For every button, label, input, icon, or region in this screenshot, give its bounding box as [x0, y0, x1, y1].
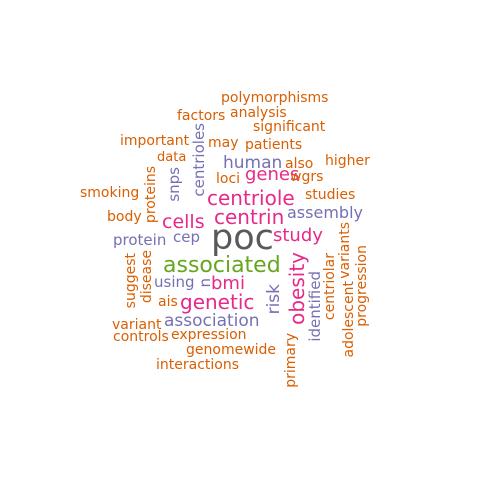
word-bmi: bmi: [211, 273, 245, 294]
word-protein: protein: [113, 231, 167, 249]
word-wgrs: wgrs: [290, 169, 324, 185]
word-body: body: [107, 209, 142, 225]
word-cep: cep: [173, 228, 200, 246]
word-ais: ais: [158, 294, 178, 310]
word-patients: patients: [245, 137, 303, 153]
word-data: data: [157, 150, 187, 165]
word-association: association: [164, 311, 260, 331]
word-centriolar: centriolar: [322, 253, 338, 321]
word-genes: genes: [245, 164, 300, 185]
word-centriole: centriole: [207, 186, 295, 210]
word-studies: studies: [305, 187, 356, 203]
word-assembly: assembly: [287, 203, 363, 222]
word-factors: factors: [177, 108, 226, 124]
word-expression: expression: [171, 327, 247, 343]
word-suggest: suggest: [123, 253, 139, 309]
word-study: study: [273, 225, 323, 246]
word-using: using: [154, 273, 195, 291]
word-obesity: obesity: [285, 252, 309, 325]
word-progression: progression: [354, 245, 370, 327]
word-disease: disease: [139, 250, 155, 304]
word-higher: higher: [325, 153, 370, 169]
word-significant: significant: [253, 119, 326, 135]
word-poc: poc: [211, 218, 274, 258]
word-genetic: genetic: [180, 290, 255, 314]
word-risk: risk: [264, 284, 284, 315]
word-analysis: analysis: [230, 105, 287, 121]
word-polymorphisms: polymorphisms: [221, 90, 329, 106]
word-human: human: [223, 153, 283, 173]
word-associated: associated: [163, 253, 281, 278]
word-centrin: centrin: [214, 205, 285, 229]
word-loci: loci: [216, 171, 241, 187]
word-snps: snps: [165, 167, 183, 202]
word-centrioles: centrioles: [190, 123, 208, 197]
word-also: also: [285, 156, 314, 172]
word-identified: identified: [306, 271, 324, 342]
word-important: important: [120, 133, 190, 149]
word-genomewide: genomewide: [186, 342, 277, 358]
word-may: may: [208, 135, 239, 151]
word-n: n: [196, 278, 214, 288]
word-primary: primary: [283, 333, 299, 388]
word-variants: variants: [337, 222, 353, 279]
word-cells: cells: [162, 211, 205, 233]
word-variant: variant: [112, 317, 162, 333]
word-smoking: smoking: [80, 185, 140, 201]
word-proteins: proteins: [143, 166, 159, 224]
word-controls: controls: [113, 329, 169, 345]
word-interactions: interactions: [156, 357, 240, 373]
